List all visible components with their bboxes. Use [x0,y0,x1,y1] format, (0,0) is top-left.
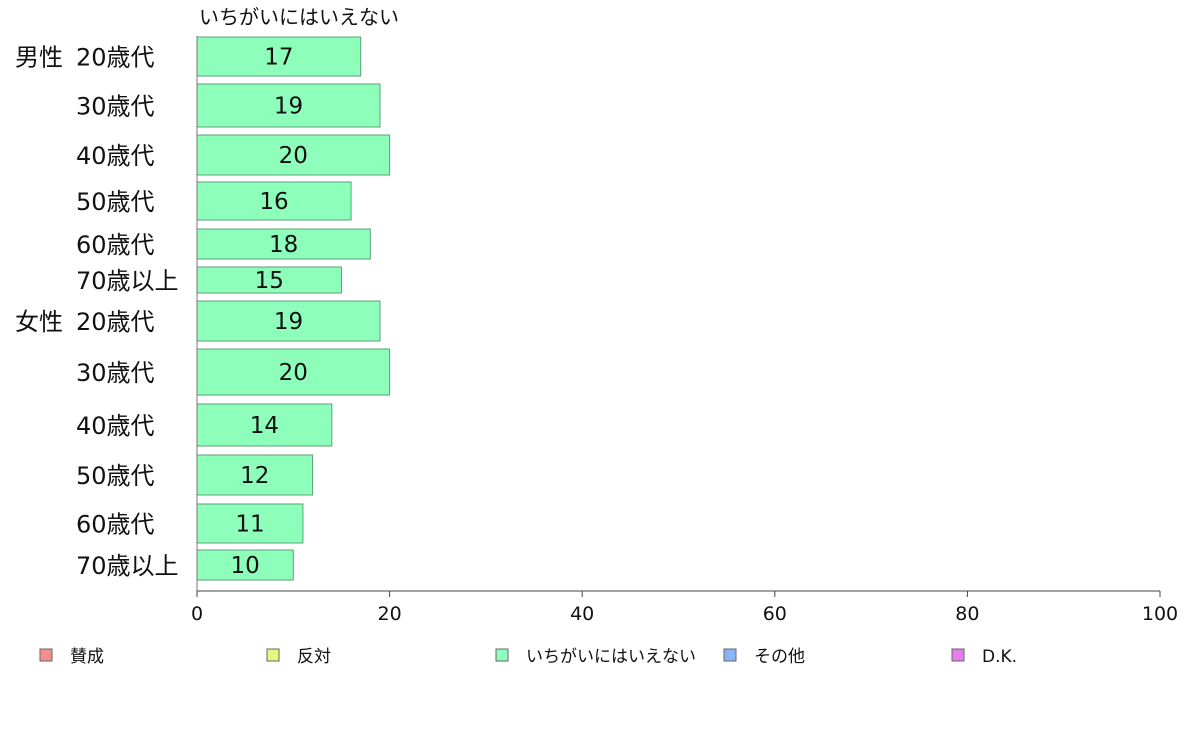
bar [196,549,294,581]
legend-swatch [951,648,965,662]
bar [196,228,371,260]
x-axis: 0 20 40 60 80 100 [191,36,1178,625]
bar-value-label: 20 [279,143,308,169]
category-label: 40歳代 [76,412,155,440]
x-tick-label: 0 [191,603,203,625]
legend-swatch [39,648,53,662]
legend-swatch [495,648,509,662]
legend-label: 賛成 [70,647,104,667]
bars-layer: 17 19 20 16 18 15 19 20 14 12 11 10 [196,36,391,581]
category-label: 70歳以上 [76,267,179,295]
x-tick-label: 40 [570,603,594,625]
bar-value-label: 17 [264,45,293,71]
bar-value-label: 20 [279,360,308,386]
bar-value-label: 11 [235,512,264,538]
bar-value-label: 19 [274,94,303,120]
bar-value-label: 15 [255,268,284,294]
category-label: 70歳以上 [76,552,179,580]
bar-value-label: 10 [231,553,260,579]
bar [196,36,362,77]
category-label: 20歳代 [76,44,155,72]
legend: 賛成 反対 いちがいにはいえない その他 D.K. [39,647,1017,667]
bar [196,134,391,176]
category-label: 50歳代 [76,188,155,216]
bar-value-label: 12 [240,463,269,489]
x-tick-label: 80 [955,603,979,625]
series-header: いちがいにはいえない [199,5,399,29]
bar-value-label: 18 [269,232,298,258]
category-labels-layer: 20歳代男性30歳代40歳代50歳代60歳代70歳以上20歳代女性30歳代40歳… [15,44,179,581]
bar [196,300,381,342]
category-label: 30歳代 [76,93,155,121]
bar-value-label: 19 [274,309,303,335]
bar [196,454,314,496]
category-label: 40歳代 [76,142,155,170]
legend-label: その他 [754,647,805,667]
bar-value-label: 16 [259,189,288,215]
group-label: 男性 [15,44,63,72]
category-label: 60歳代 [76,511,155,539]
category-label: 20歳代 [76,308,155,336]
bar [196,181,352,221]
legend-label: 反対 [297,647,331,667]
category-label: 60歳代 [76,231,155,259]
x-tick-label: 100 [1142,603,1178,625]
bar [196,503,304,544]
legend-swatch [266,648,280,662]
group-label: 女性 [15,308,63,336]
bar-value-label: 14 [250,413,279,439]
legend-swatch [723,648,737,662]
x-tick-label: 60 [763,603,787,625]
x-tick-label: 20 [378,603,402,625]
bar [196,83,381,128]
category-label: 30歳代 [76,359,155,387]
category-label: 50歳代 [76,462,155,490]
legend-label: いちがいにはいえない [526,647,696,667]
legend-label: D.K. [982,647,1017,667]
